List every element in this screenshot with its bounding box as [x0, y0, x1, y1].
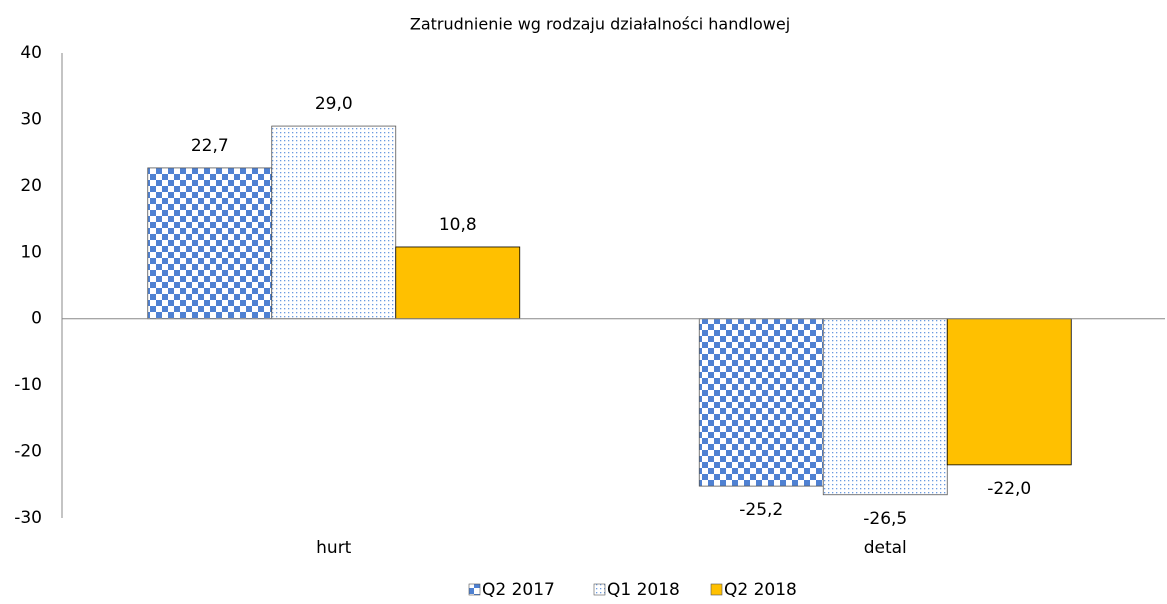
y-tick-label: -30	[14, 508, 42, 528]
chart-title: Zatrudnienie wg rodzaju działalności han…	[410, 15, 790, 34]
y-tick-label: -20	[14, 442, 42, 462]
value-label: 10,8	[439, 215, 477, 235]
legend-swatch	[468, 583, 481, 596]
bar	[822, 318, 948, 496]
bar	[271, 125, 397, 320]
y-tick-label: 40	[20, 43, 42, 63]
value-label: 29,0	[315, 94, 353, 114]
value-label: -25,2	[739, 500, 783, 520]
legend-swatch	[593, 583, 606, 596]
bar	[147, 167, 273, 320]
y-tick-label: -10	[14, 375, 42, 395]
value-label: 22,7	[191, 136, 229, 156]
y-tick-label: 20	[20, 176, 42, 196]
legend-swatch	[710, 583, 723, 596]
value-label: -26,5	[863, 509, 907, 529]
bar	[395, 246, 521, 320]
value-label: -22,0	[987, 479, 1031, 499]
x-tick-label: detal	[864, 538, 907, 558]
legend-label: Q1 2018	[607, 580, 680, 600]
x-tick-label: hurt	[316, 538, 352, 558]
y-tick-label: 0	[31, 309, 42, 329]
bar	[698, 318, 824, 487]
legend-label: Q2 2017	[482, 580, 555, 600]
y-tick-label: 10	[20, 242, 42, 262]
y-tick-label: 30	[20, 109, 42, 129]
legend-label: Q2 2018	[724, 580, 797, 600]
bar	[946, 318, 1072, 466]
